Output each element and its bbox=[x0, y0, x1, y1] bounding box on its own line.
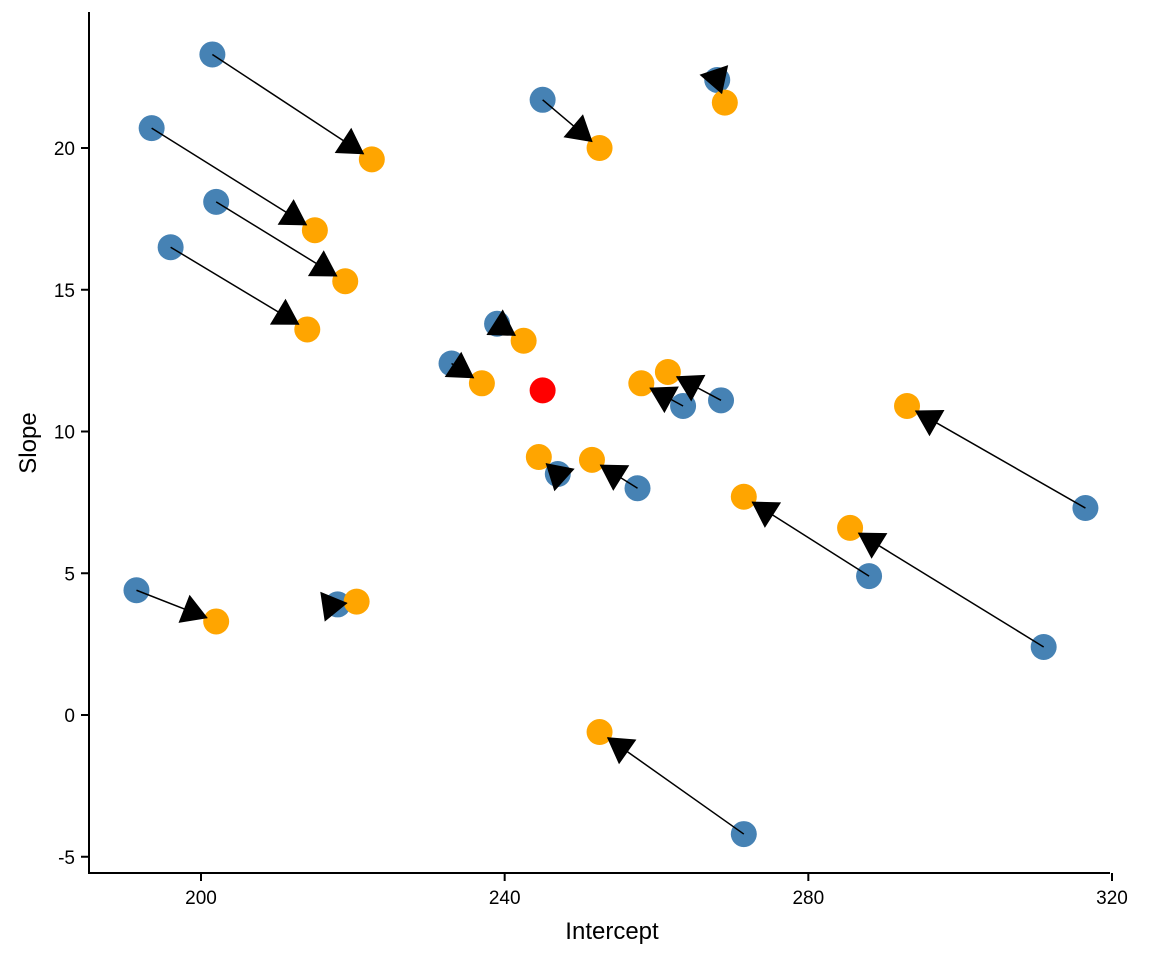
arrow-head-15 bbox=[178, 594, 208, 623]
end-point-16 bbox=[343, 588, 370, 615]
arrow-head-7 bbox=[444, 351, 475, 379]
end-point-6 bbox=[510, 327, 537, 354]
end-point-7 bbox=[468, 370, 495, 397]
end-point-14 bbox=[837, 514, 864, 541]
y-tick-label-5: 5 bbox=[64, 564, 75, 585]
y-tick-label--5: -5 bbox=[58, 848, 75, 869]
x-tick-label-200: 200 bbox=[185, 888, 217, 909]
arrow-head-17 bbox=[606, 737, 637, 765]
arrow-head-12 bbox=[599, 464, 630, 491]
x-tick-label-320: 320 bbox=[1096, 888, 1128, 909]
end-point-1 bbox=[301, 217, 328, 244]
end-point-9 bbox=[654, 358, 681, 385]
arrow-line-10 bbox=[915, 410, 1086, 509]
end-point-12 bbox=[578, 446, 605, 473]
y-axis-title: Slope bbox=[15, 412, 42, 473]
start-point-10 bbox=[1072, 495, 1099, 522]
end-point-5 bbox=[711, 89, 738, 116]
arrow-line-17 bbox=[607, 737, 745, 835]
end-point-13 bbox=[730, 483, 757, 510]
axis-ticks: 200 240 280 320 -5 0 5 10 15 20 bbox=[54, 139, 1128, 909]
arrow-head-6 bbox=[486, 309, 517, 336]
arrow-line-1 bbox=[151, 127, 307, 226]
center-point bbox=[529, 377, 556, 404]
end-point-2 bbox=[332, 268, 359, 295]
arrow-head-5 bbox=[699, 65, 729, 95]
end-point-10 bbox=[894, 392, 921, 419]
arrow-head-3 bbox=[269, 298, 300, 325]
arrow-head-16 bbox=[320, 591, 348, 622]
end-point-4 bbox=[586, 135, 613, 161]
arrow-head-13 bbox=[751, 501, 782, 528]
arrow-head-2 bbox=[307, 250, 338, 277]
y-tick-label-0: 0 bbox=[64, 706, 75, 727]
y-tick-label-10: 10 bbox=[54, 423, 75, 444]
arrow-head-1 bbox=[277, 199, 308, 226]
x-tick-label-280: 280 bbox=[792, 888, 824, 909]
arrow-head-4 bbox=[563, 114, 593, 143]
arrow-head-9 bbox=[675, 374, 706, 402]
arrow-head-0 bbox=[334, 127, 365, 155]
x-axis-title: Intercept bbox=[565, 918, 659, 945]
end-point-11 bbox=[525, 444, 552, 471]
plot-area bbox=[123, 41, 1099, 848]
y-tick-label-20: 20 bbox=[54, 139, 75, 160]
y-tick-label-15: 15 bbox=[54, 281, 75, 302]
end-point-0 bbox=[358, 146, 385, 173]
arrow-head-11 bbox=[545, 463, 575, 492]
end-point-17 bbox=[586, 719, 613, 746]
end-point-8 bbox=[628, 370, 655, 397]
arrow-line-3 bbox=[170, 246, 300, 325]
arrow-head-10 bbox=[914, 409, 945, 437]
end-point-3 bbox=[294, 316, 321, 343]
arrow-line-14 bbox=[858, 532, 1045, 648]
end-point-15 bbox=[203, 608, 230, 635]
arrow-line-0 bbox=[211, 53, 364, 155]
arrow-head-8 bbox=[649, 386, 679, 414]
x-tick-label-240: 240 bbox=[489, 888, 521, 909]
arrow-head-14 bbox=[857, 532, 888, 559]
